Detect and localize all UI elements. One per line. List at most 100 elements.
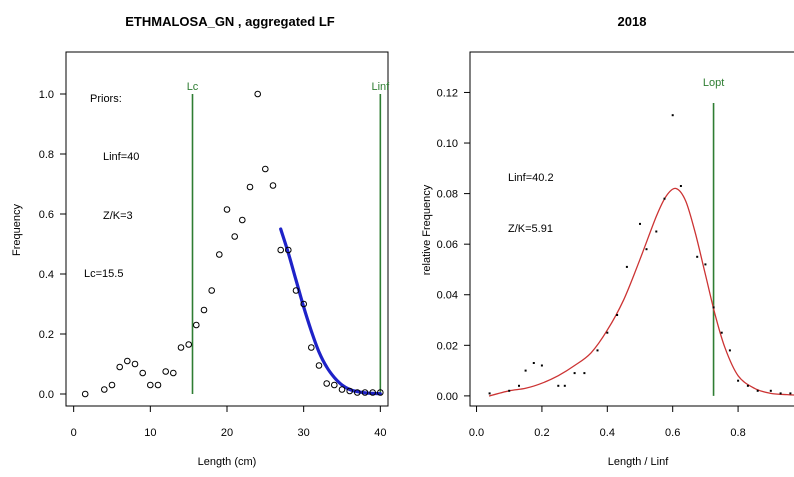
right-data-point xyxy=(671,114,674,117)
left-data-point xyxy=(285,246,292,254)
right-x-tick-label: 0.6 xyxy=(665,427,680,439)
left-vlines: Lc Linf xyxy=(187,81,390,394)
left-data-point xyxy=(369,389,377,396)
right-data-point xyxy=(596,349,599,352)
left-annotation-linf: Linf=40 xyxy=(103,151,139,163)
right-data-point xyxy=(789,392,792,395)
left-y-tick-label: 0.4 xyxy=(39,269,54,281)
left-x-tick-label: 20 xyxy=(221,427,233,439)
left-data-point xyxy=(147,381,154,389)
right-y-tick-label: 0.10 xyxy=(437,138,458,150)
right-fit-curve xyxy=(488,187,794,397)
left-data-point xyxy=(315,362,323,369)
left-y-tick-label: 0.6 xyxy=(39,209,54,221)
left-data-point xyxy=(200,306,208,314)
right-data-point xyxy=(679,185,682,187)
right-data-point xyxy=(583,372,586,375)
left-data-point xyxy=(377,389,384,396)
left-x-tick-label: 0 xyxy=(71,427,77,439)
right-data-point xyxy=(769,389,772,392)
right-y-axis-label: relative Frequency xyxy=(421,184,433,275)
left-fit-curve xyxy=(279,227,382,396)
right-data-point xyxy=(663,197,666,200)
right-data-point xyxy=(508,389,511,392)
left-data-point xyxy=(338,386,346,393)
right-data-point xyxy=(704,263,707,266)
left-data-point xyxy=(131,360,139,368)
left-y-tick-label: 0.8 xyxy=(39,149,54,161)
right-y-tick-label: 0.00 xyxy=(437,391,458,403)
left-y-tick-label: 0.0 xyxy=(39,389,54,401)
left-panel: ETHMALOSA_GN , aggregated LF Length (cm)… xyxy=(11,14,390,468)
left-points xyxy=(81,90,384,398)
left-annotation-lc: Lc=15.5 xyxy=(84,268,123,280)
right-data-point xyxy=(696,255,699,258)
left-vline-label: Linf xyxy=(371,81,390,93)
left-data-point xyxy=(277,246,285,254)
right-y-tick-label: 0.08 xyxy=(437,189,458,201)
left-data-point xyxy=(116,363,123,371)
left-x-tick-label: 30 xyxy=(298,427,310,439)
left-data-point xyxy=(323,380,331,387)
right-data-point xyxy=(712,306,715,309)
left-x-ticks: 0 10 20 30 40 xyxy=(71,406,386,439)
left-data-point xyxy=(300,300,308,308)
left-data-point xyxy=(185,341,192,348)
right-data-point xyxy=(573,372,576,375)
right-x-tick-label: 0.4 xyxy=(600,427,615,439)
right-fit-line xyxy=(488,187,794,397)
left-data-point xyxy=(177,344,185,351)
left-data-point xyxy=(346,387,354,395)
right-y-tick-label: 0.12 xyxy=(437,87,458,99)
right-annotation-linf: Linf=40.2 xyxy=(508,172,554,184)
left-data-point xyxy=(81,390,89,398)
left-data-point xyxy=(269,182,277,189)
left-y-tick-label: 0.2 xyxy=(39,329,54,341)
right-y-ticks: 0.00 0.02 0.04 0.06 0.08 0.10 0.12 xyxy=(437,87,470,403)
left-data-point xyxy=(292,287,300,294)
right-x-axis-label: Length / Linf xyxy=(608,456,669,468)
left-data-point xyxy=(262,165,269,173)
right-x-ticks: 0.00.20.40.60.81.0 xyxy=(469,406,746,439)
left-data-point xyxy=(254,90,262,98)
left-data-point xyxy=(239,216,246,224)
right-y-tick-label: 0.02 xyxy=(437,340,458,352)
right-data-point xyxy=(737,379,740,382)
left-data-point xyxy=(246,183,254,191)
left-y-tick-label: 1.0 xyxy=(39,89,54,101)
right-data-point xyxy=(563,384,566,387)
right-y-tick-label: 0.04 xyxy=(437,290,458,302)
left-y-axis-label: Frequency xyxy=(11,204,23,256)
left-data-point xyxy=(354,389,361,396)
left-fit-line xyxy=(279,227,382,396)
right-y-tick-label: 0.06 xyxy=(437,239,458,251)
right-data-point xyxy=(728,349,731,352)
right-points xyxy=(488,114,792,395)
right-vline-label: Lopt xyxy=(703,77,724,89)
left-data-point xyxy=(216,251,223,258)
left-x-tick-label: 10 xyxy=(144,427,156,439)
left-annotation-priors: Priors: xyxy=(90,93,122,105)
left-x-tick-label: 40 xyxy=(374,427,386,439)
left-plot-frame xyxy=(65,51,389,407)
left-data-point xyxy=(208,287,215,294)
left-data-point xyxy=(331,381,338,389)
left-y-ticks: 0.0 0.2 0.4 0.6 0.8 1.0 xyxy=(39,89,66,401)
left-annotation-zk: Z/K=3 xyxy=(103,210,133,222)
left-data-point xyxy=(223,206,231,213)
right-data-point xyxy=(645,248,648,251)
right-panel: 2018 Length / Linf relative Frequency 0.… xyxy=(421,14,794,468)
right-data-point xyxy=(625,265,628,268)
right-data-point xyxy=(639,222,641,225)
right-data-point xyxy=(655,230,658,233)
right-data-point xyxy=(540,364,543,367)
right-data-point xyxy=(518,384,520,387)
left-vline-label: Lc xyxy=(187,81,199,93)
right-data-point xyxy=(756,389,759,392)
right-data-point xyxy=(746,384,749,387)
left-chart-title: ETHMALOSA_GN , aggregated LF xyxy=(125,14,335,29)
right-data-point xyxy=(779,392,782,395)
left-data-point xyxy=(139,369,146,377)
